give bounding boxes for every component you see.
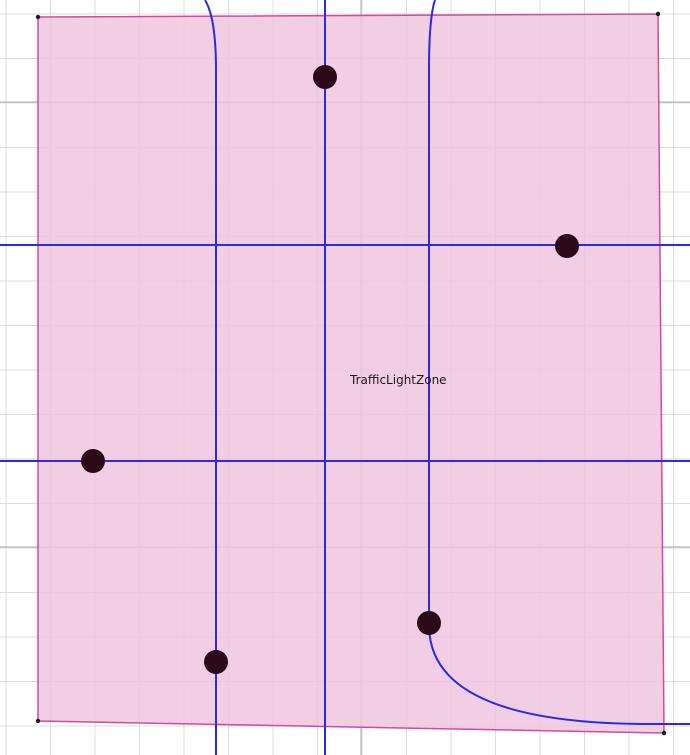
traffic-signal-marker[interactable] — [204, 650, 228, 674]
lane-vertical-right-curve[interactable] — [428, 0, 690, 725]
traffic-signal-marker[interactable] — [81, 449, 105, 473]
traffic-signal-marker[interactable] — [555, 234, 579, 258]
zone-corner-bottom-right[interactable] — [661, 730, 667, 736]
zone-label: TrafficLightZone — [349, 373, 447, 387]
zone-corner-bottom-left[interactable] — [35, 718, 41, 724]
zone-corner-top-left[interactable] — [35, 14, 41, 20]
traffic-signal-marker[interactable] — [313, 65, 337, 89]
zone-corner-handles — [35, 11, 667, 736]
lane-vertical-left[interactable] — [204, 0, 217, 755]
zone-corner-top-right[interactable] — [655, 11, 661, 17]
traffic-signal-marker[interactable] — [417, 611, 441, 635]
traffic-signal-markers — [81, 65, 579, 674]
